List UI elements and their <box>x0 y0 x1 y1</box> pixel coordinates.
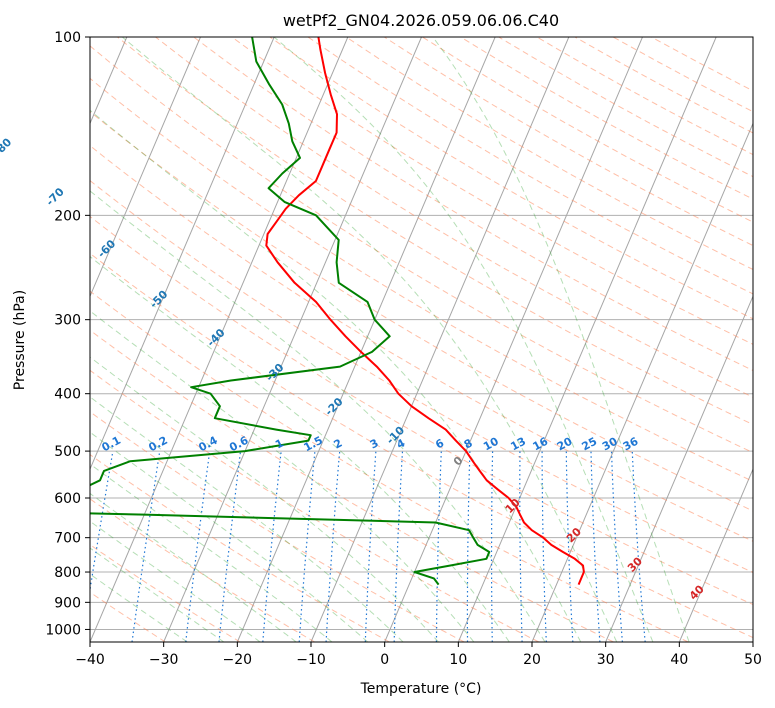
isotherm-line <box>752 640 753 642</box>
data-layer <box>90 37 585 586</box>
dry-adiabat-line <box>307 37 753 295</box>
moist-adiabat-line <box>90 431 369 642</box>
mixing-ratio-line <box>131 451 161 642</box>
isotherm-line <box>457 37 717 642</box>
mixing-ratio-line <box>298 451 316 642</box>
x-tick-label: 0 <box>380 652 389 668</box>
mixing-ratio-line <box>90 450 114 594</box>
isotherm-label: -70 <box>44 185 67 208</box>
isotherm-label: -80 <box>0 135 15 158</box>
x-tick-label: −30 <box>149 652 179 668</box>
y-axis-title: Pressure (hPa) <box>12 290 28 390</box>
moist-adiabat-line <box>432 37 690 642</box>
moist-adiabat-line <box>90 255 510 642</box>
mixing-ratio-line <box>541 451 547 642</box>
dry-adiabat-line <box>231 37 753 345</box>
mixing-ratio-line <box>218 451 242 642</box>
x-axis-title: Temperature (°C) <box>360 681 482 697</box>
isotherm-line <box>236 37 496 642</box>
dry-adiabat-line <box>90 369 540 642</box>
mixing-ratio-line <box>610 451 623 642</box>
moist-adiabat-line <box>273 37 654 642</box>
x-tick-label: −40 <box>75 652 105 668</box>
mixing-ratio-line <box>435 451 442 642</box>
mixing-ratio-line <box>364 451 377 642</box>
dewpoint-profile-line <box>90 37 491 586</box>
x-tick-label: 30 <box>597 652 615 668</box>
moist-adiabat-line <box>90 310 475 642</box>
x-tick-label: 40 <box>670 652 688 668</box>
mixing-ratio-line <box>590 451 601 642</box>
isotherm-line <box>678 467 753 642</box>
y-tick-label: 200 <box>54 208 81 224</box>
isotherm-line <box>605 295 753 642</box>
mixing-ratio-line <box>185 451 211 642</box>
y-tick-label: 500 <box>54 444 81 460</box>
moist-adiabat-line <box>121 37 618 642</box>
dry-adiabat-line <box>90 179 753 573</box>
y-tick-label: 100 <box>54 30 81 46</box>
moist-adiabat-line <box>90 463 333 642</box>
mixing-ratio-label: 16 <box>531 435 551 454</box>
mixing-ratio-label: 36 <box>621 435 641 454</box>
x-tick-label: 50 <box>744 652 762 668</box>
moist-adiabat-line <box>90 356 439 642</box>
isotherm-line <box>310 37 570 642</box>
moist-adiabat-line <box>90 573 188 642</box>
mixing-ratio-label: 13 <box>508 435 528 454</box>
y-tick-label: 400 <box>54 387 81 403</box>
y-tick-label: 1000 <box>45 622 81 638</box>
dry-adiabat-line <box>90 110 753 512</box>
x-tick-label: 20 <box>523 652 541 668</box>
mixing-ratio-line <box>519 451 523 642</box>
dry-adiabat-line <box>90 498 315 642</box>
mixing-ratio-label: 10 <box>481 435 501 454</box>
mixing-ratio-line <box>466 451 471 642</box>
mixing-ratio-label: 30 <box>600 435 620 454</box>
isotherm-line <box>90 37 275 471</box>
y-tick-label: 300 <box>54 313 81 329</box>
mixing-ratio-line <box>325 451 341 642</box>
x-tick-label: −10 <box>296 652 326 668</box>
dry-adiabat-line <box>90 252 753 639</box>
dry-adiabat-line <box>90 454 390 642</box>
plot-background <box>90 37 753 642</box>
mixing-ratio-line <box>565 451 574 642</box>
isotherm-line <box>531 122 753 642</box>
y-tick-label: 800 <box>54 565 81 581</box>
mixing-ratio-label: 25 <box>580 435 600 454</box>
isotherm-line <box>384 37 643 642</box>
temperature-profile-line <box>265 37 585 585</box>
moist-adiabat-line <box>90 547 225 642</box>
moist-adiabat-line <box>90 396 404 642</box>
plot-frame <box>89 36 754 643</box>
y-tick-label: 600 <box>54 491 81 507</box>
dry-adiabat-line <box>90 45 753 454</box>
moist-adiabat-line <box>90 492 297 642</box>
y-tick-label: 700 <box>54 531 81 547</box>
x-tick-label: 10 <box>449 652 467 668</box>
mixing-ratio-line <box>490 451 494 642</box>
dry-adiabat-line <box>90 145 753 542</box>
dry-adiabat-line <box>90 215 753 606</box>
mixing-ratio-line <box>393 451 404 642</box>
y-tick-label: 900 <box>54 595 81 611</box>
mixing-ratio-label: 20 <box>555 435 575 454</box>
x-tick-label: −20 <box>223 652 253 668</box>
chart-title: wetPf2_GN04.2026.059.06.06.C40 <box>283 11 559 31</box>
axis-layer: −40 −30 −20 −10 0 10 20 30 40 50 1000 900 800 700 600 5… <box>45 30 762 668</box>
isotherm-line <box>90 37 201 298</box>
mixing-ratio-line <box>631 451 646 642</box>
dry-adiabat-line <box>193 37 753 372</box>
dry-adiabat-line <box>90 329 614 642</box>
dry-adiabat-line <box>90 77 753 482</box>
moist-adiabat-line <box>90 520 261 642</box>
grid-layer <box>90 37 753 642</box>
mixing-ratio-line <box>262 451 282 642</box>
isotherm-line <box>90 37 349 642</box>
